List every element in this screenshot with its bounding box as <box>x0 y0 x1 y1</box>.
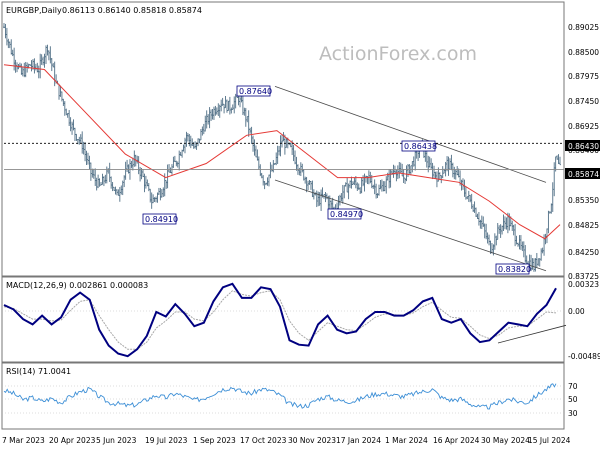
price-label-086430: 0.86430 <box>568 142 599 151</box>
channel-upper-line <box>274 86 547 183</box>
annotation-087640-text: 0.87640 <box>239 87 272 96</box>
price-tick-1: 0.88500 <box>568 48 599 57</box>
annotation-084970-text: 0.84970 <box>330 210 363 219</box>
macd-trendline <box>497 324 567 344</box>
rsi-tick-70: 70 <box>568 382 578 391</box>
x-tick-6: 30 Nov 2023 <box>288 436 336 445</box>
price-label-current-bg <box>565 168 600 179</box>
price-tick-2: 0.87975 <box>568 72 599 81</box>
x-tick-10: 30 May 2024 <box>481 436 530 445</box>
annotation-low-084910: 0.84910 <box>142 213 178 225</box>
price-tick-3: 0.87450 <box>568 97 599 106</box>
price-tick-6: 0.85350 <box>568 196 599 205</box>
rsi-axis: 70 50 30 <box>568 382 578 418</box>
annotation-low-083820: 0.83820 <box>495 263 531 275</box>
x-tick-5: 17 Oct 2023 <box>240 436 287 445</box>
annotation-086438-text: 0.86438 <box>404 142 437 151</box>
price-tick-0: 0.89025 <box>568 23 599 32</box>
x-tick-11: 15 Jul 2024 <box>528 436 571 445</box>
x-tick-1: 20 Apr 2023 <box>49 436 96 445</box>
channel-lower-line <box>274 179 547 272</box>
rsi-tick-30: 30 <box>568 409 578 418</box>
price-panel-frame <box>1 1 565 277</box>
price-tick-9: 0.83725 <box>568 272 599 281</box>
rsi-panel-frame <box>1 362 565 430</box>
ohlc-bar <box>559 156 561 166</box>
x-tick-7: 17 Jan 2024 <box>336 436 381 445</box>
annotation-083820-text: 0.83820 <box>498 265 531 274</box>
symbol-label: EURGBP,Daily <box>6 6 62 15</box>
macd-signal-line <box>3 290 557 350</box>
watermark-text: ActionForex.com <box>319 43 477 65</box>
macd-panel-frame <box>1 276 565 363</box>
price-tick-8: 0.84250 <box>568 248 599 257</box>
x-tick-4: 1 Sep 2023 <box>193 436 236 445</box>
macd-tick-2: -0.004896 <box>568 352 600 361</box>
x-tick-8: 1 Mar 2024 <box>385 436 428 445</box>
macd-tick-1: 0.00 <box>568 307 585 316</box>
price-label-dotted-bg <box>565 140 600 151</box>
x-tick-2: 5 Jun 2023 <box>96 436 137 445</box>
rsi-tick-50: 50 <box>568 395 578 404</box>
annotation-high-086438: 0.86438 <box>401 140 437 152</box>
annotation-high-087640: 0.87640 <box>236 85 272 97</box>
x-tick-9: 16 Apr 2024 <box>433 436 480 445</box>
price-label-085874: 0.85874 <box>568 170 599 179</box>
macd-tick-0: 0.00323 <box>568 280 599 289</box>
x-tick-0: 7 Mar 2023 <box>2 436 45 445</box>
ohlc-values: 0.86113 0.86140 0.85818 0.85874 <box>62 6 202 15</box>
rsi-line <box>3 383 557 410</box>
macd-axis: 0.00323 0.00 -0.004896 <box>568 280 600 361</box>
x-tick-3: 19 Jul 2023 <box>145 436 188 445</box>
macd-title: MACD(12,26,9) 0.002861 0.000083 <box>6 281 148 290</box>
annotation-low-084970: 0.84970 <box>327 208 363 220</box>
annotation-084910-text: 0.84910 <box>145 215 178 224</box>
moving-average-line <box>3 64 561 240</box>
macd-main-line <box>3 282 557 358</box>
price-tick-7: 0.84825 <box>568 221 599 230</box>
x-axis: 7 Mar 2023 20 Apr 2023 5 Jun 2023 19 Jul… <box>2 436 571 445</box>
rsi-title: RSI(14) 71.0041 <box>6 367 71 376</box>
price-tick-4: 0.86925 <box>568 122 599 131</box>
